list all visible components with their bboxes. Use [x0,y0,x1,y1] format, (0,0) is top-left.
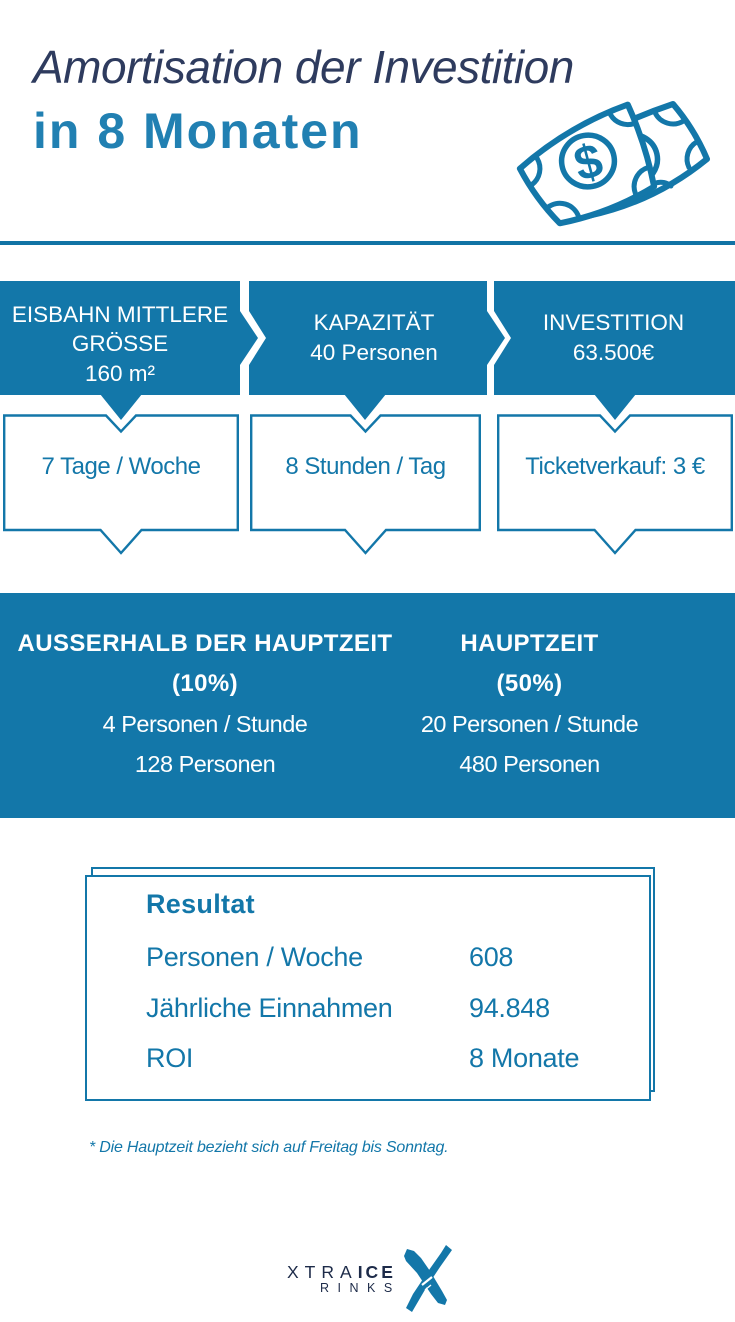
band-column-hauptzeit: HAUPTZEIT (50%) 20 Personen / Stunde 480… [417,624,642,784]
band-rate: 4 Personen / Stunde [102,711,308,737]
flow-step-kapazitaet: KAPAZITÄT 40 Personen [249,281,505,395]
step-line: INVESTITION [542,310,685,335]
step-line: 40 Personen [310,340,438,365]
hauptzeit-band: AUSSERHALB DER HAUPTZEIT (10%) 4 Persone… [0,593,735,818]
band-percent: (50%) [496,670,563,697]
result-row: Personen / Woche 608 [87,943,649,971]
detail-ticketverkauf: Ticketverkauf: 3 € [525,453,705,480]
flow-step-eisbahn: EISBAHN MITTLERE GRÖSSE 160 m² [0,281,258,395]
band-title: HAUPTZEIT [460,630,599,657]
result-row: Jährliche Einnahmen 94.848 [87,994,649,1022]
footnote: * Die Hauptzeit bezieht sich auf Freitag… [89,1139,449,1156]
detail-tage-woche: 7 Tage / Woche [41,453,201,480]
band-column-ausserhalb: AUSSERHALB DER HAUPTZEIT (10%) 4 Persone… [0,624,410,784]
result-label: Jährliche Einnahmen [146,993,393,1023]
brand-wordmark: XTRAICE [287,1262,396,1282]
brand-ice: ICE [357,1262,396,1282]
brand-rinks: RINKS [320,1281,401,1295]
result-value: 8 Monate [469,1043,580,1073]
band-rate: 20 Personen / Stunde [420,711,639,737]
x-brush-icon [404,1245,452,1312]
result-title: Resultat [146,889,255,919]
detail-stunden-tag: 8 Stunden / Tag [285,453,446,480]
step-line: 63.500€ [572,340,655,365]
step-line: 160 m² [84,360,156,386]
step-line: KAPAZITÄT [313,310,435,335]
result-value: 608 [469,942,514,972]
banknotes-icon: $ $ [516,101,710,227]
band-title: AUSSERHALB DER HAUPTZEIT [17,630,393,657]
result-box: Resultat Personen / Woche 608 Jährliche … [85,875,651,1101]
callout-box-outline [497,414,733,555]
result-label: Personen / Woche [146,942,363,972]
band-total: 128 Personen [134,751,276,777]
step-line: GRÖSSE [71,331,169,357]
flow-step-investition: INVESTITION 63.500€ [494,281,735,395]
callout-box-outline [250,414,481,555]
result-value: 94.848 [469,993,550,1023]
brand-xtra: XTRA [287,1262,358,1282]
band-percent: (10%) [171,670,239,697]
result-row: ROI 8 Monate [87,1044,649,1072]
band-total: 480 Personen [459,751,600,777]
callout-box-outline [3,414,239,555]
page-title: Amortisation der Investition [33,41,574,93]
page-subtitle: in 8 Monaten [33,103,363,159]
result-label: ROI [146,1043,194,1073]
header-divider [0,241,735,245]
step-line: EISBAHN MITTLERE [11,301,229,327]
